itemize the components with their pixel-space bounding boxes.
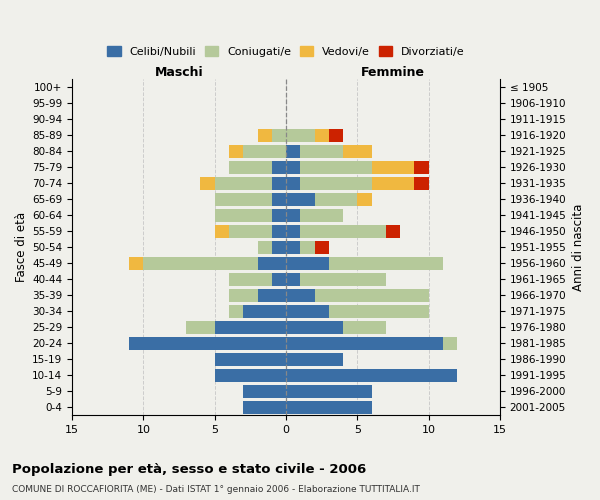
Bar (257, 289, 286, 302)
Bar (314, 289, 428, 302)
Text: Popolazione per età, sesso e stato civile - 2006: Popolazione per età, sesso e stato civil… (12, 462, 366, 475)
Bar (286, 241, 301, 254)
Bar (301, 161, 371, 173)
Bar (343, 145, 371, 158)
Bar (314, 241, 329, 254)
Bar (301, 209, 343, 222)
Bar (301, 177, 371, 190)
Bar (229, 161, 272, 173)
Bar (286, 337, 443, 349)
Bar (301, 225, 386, 237)
Bar (286, 401, 371, 413)
Bar (229, 289, 257, 302)
Text: COMUNE DI ROCCAFIORITA (ME) - Dati ISTAT 1° gennaio 2006 - Elaborazione TUTTITAL: COMUNE DI ROCCAFIORITA (ME) - Dati ISTAT… (12, 485, 420, 494)
Bar (272, 273, 286, 285)
Bar (286, 257, 329, 270)
Bar (257, 241, 272, 254)
Bar (243, 145, 286, 158)
Y-axis label: Fasce di età: Fasce di età (15, 212, 28, 282)
Bar (386, 225, 400, 237)
Bar (272, 209, 286, 222)
Bar (229, 273, 272, 285)
Bar (314, 129, 329, 141)
Bar (129, 337, 286, 349)
Bar (314, 193, 358, 205)
Bar (272, 193, 286, 205)
Bar (229, 305, 243, 318)
Bar (272, 129, 286, 141)
Bar (215, 321, 286, 334)
Bar (229, 225, 272, 237)
Bar (243, 305, 286, 318)
Bar (286, 209, 301, 222)
Bar (286, 145, 301, 158)
Bar (272, 177, 286, 190)
Bar (286, 273, 301, 285)
Bar (200, 177, 215, 190)
Bar (143, 257, 257, 270)
Bar (286, 177, 301, 190)
Bar (415, 177, 428, 190)
Bar (286, 369, 457, 382)
Bar (286, 385, 371, 398)
Bar (186, 321, 215, 334)
Bar (286, 353, 343, 366)
Bar (215, 369, 286, 382)
Bar (257, 257, 286, 270)
Bar (301, 241, 314, 254)
Bar (329, 305, 428, 318)
Bar (243, 401, 286, 413)
Legend: Celibi/Nubili, Coniugati/e, Vedovi/e, Divorziati/e: Celibi/Nubili, Coniugati/e, Vedovi/e, Di… (103, 42, 469, 61)
Bar (215, 193, 272, 205)
Bar (301, 273, 386, 285)
Bar (215, 353, 286, 366)
Bar (129, 257, 143, 270)
Bar (229, 145, 243, 158)
Text: Femmine: Femmine (361, 66, 425, 80)
Bar (243, 385, 286, 398)
Bar (272, 161, 286, 173)
Bar (272, 241, 286, 254)
Y-axis label: Anni di nascita: Anni di nascita (572, 204, 585, 291)
Bar (286, 321, 343, 334)
Bar (415, 161, 428, 173)
Bar (215, 225, 229, 237)
Bar (286, 289, 314, 302)
Bar (329, 257, 443, 270)
Bar (371, 177, 415, 190)
Bar (215, 177, 272, 190)
Bar (343, 321, 386, 334)
Bar (443, 337, 457, 349)
Bar (286, 161, 301, 173)
Bar (272, 225, 286, 237)
Bar (286, 193, 314, 205)
Bar (371, 161, 415, 173)
Bar (329, 129, 343, 141)
Bar (286, 225, 301, 237)
Text: Maschi: Maschi (155, 66, 203, 80)
Bar (215, 209, 272, 222)
Bar (301, 145, 343, 158)
Bar (286, 305, 329, 318)
Bar (358, 193, 371, 205)
Bar (286, 129, 314, 141)
Bar (257, 129, 272, 141)
